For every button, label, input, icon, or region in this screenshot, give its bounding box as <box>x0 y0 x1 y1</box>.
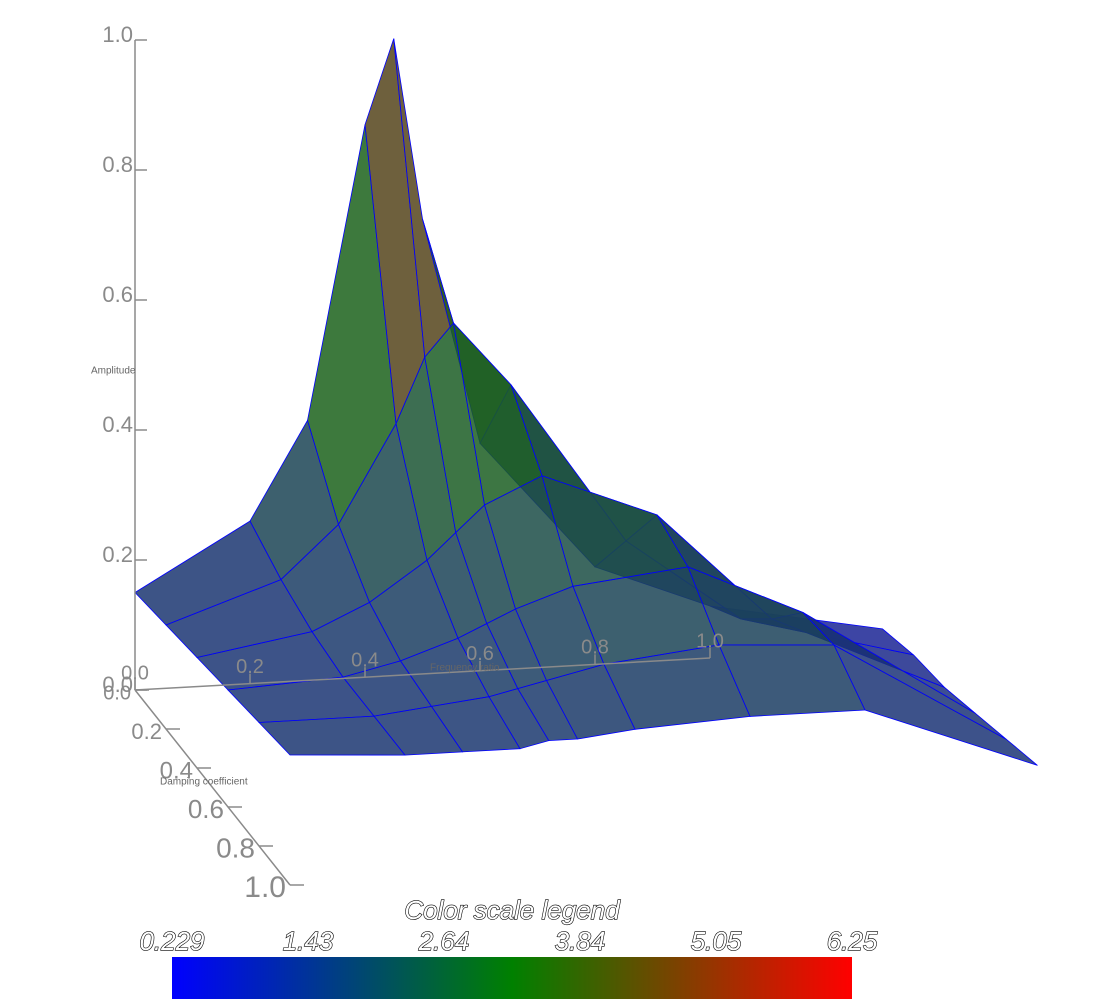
x-tick-label: 0.6 <box>466 643 494 665</box>
z-tick-label: 0.4 <box>102 412 133 437</box>
y-tick-label: 0.0 <box>103 682 131 704</box>
y-tick-label: 0.6 <box>188 794 224 824</box>
x-tick-label: 0.8 <box>581 637 609 659</box>
x-axis-label: Frequency ratio <box>430 663 500 674</box>
colorbar-tick-label: 1.43 <box>283 926 334 956</box>
colorbar-title: Color scale legend <box>404 895 621 925</box>
y-tick-label: 0.2 <box>131 719 162 744</box>
z-tick-label: 0.2 <box>102 542 133 567</box>
z-tick-label: 0.8 <box>102 152 133 177</box>
x-tick-label: 0.2 <box>236 656 264 678</box>
y-tick-label: 0.8 <box>216 832 255 863</box>
colorbar-tick-label: 6.25 <box>827 926 878 956</box>
x-tick-label: 0.4 <box>351 649 379 671</box>
x-axis <box>134 657 711 691</box>
colorbar-tick-label: 5.05 <box>691 926 742 956</box>
y-tick-label: 0.4 <box>160 757 193 784</box>
x-tick-label: 1.0 <box>696 630 724 652</box>
z-tick-label: 1.0 <box>102 22 133 47</box>
y-axis <box>134 689 291 886</box>
surface <box>134 38 1038 766</box>
colorbar-tick-label: 0.229 <box>139 926 204 956</box>
y-tick-label: 1.0 <box>244 871 286 904</box>
colorbar-tick-label: 2.64 <box>418 926 470 956</box>
y-axis-label: Damping coefficient <box>160 777 248 788</box>
x-tick-label: 0.0 <box>121 662 149 684</box>
z-axis-label: Amplitude <box>91 366 136 377</box>
axes: 0.00.20.40.60.81.00.0 0.2 0.4 0.6 0.8 1.00.00… <box>102 22 724 904</box>
colorbar-tick-label: 3.84 <box>555 926 606 956</box>
surface-patch <box>833 644 1038 766</box>
z-tick-label: 0.6 <box>102 282 133 307</box>
z-tick-label: 0.0 <box>102 672 133 697</box>
colorbar <box>172 957 852 999</box>
